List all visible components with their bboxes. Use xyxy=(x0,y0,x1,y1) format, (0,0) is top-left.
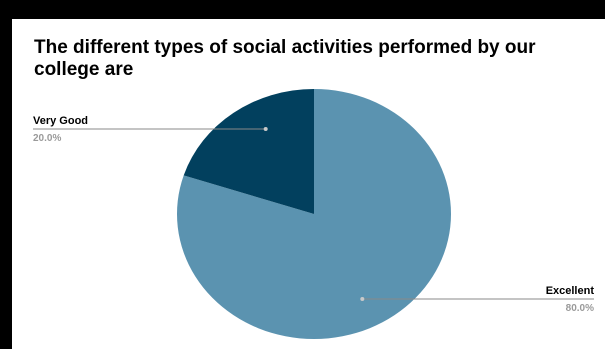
slice-label-very-good: Very Good xyxy=(33,115,88,127)
pie-slice-excellent xyxy=(177,89,452,340)
leader-dot-excellent xyxy=(360,297,365,301)
pie-slice-very-good xyxy=(183,89,314,214)
chart-title: The different types of social activities… xyxy=(34,37,536,80)
slice-label-excellent: Excellent xyxy=(546,285,595,297)
leader-dot-very-good xyxy=(263,127,268,131)
slice-percent-excellent: 80.0% xyxy=(566,303,594,314)
slice-percent-very-good: 20.0% xyxy=(33,133,61,144)
pie-chart: Excellent 80.0% Very Good 20.0% xyxy=(33,89,595,340)
chart-card: The different types of social activities… xyxy=(12,19,605,349)
